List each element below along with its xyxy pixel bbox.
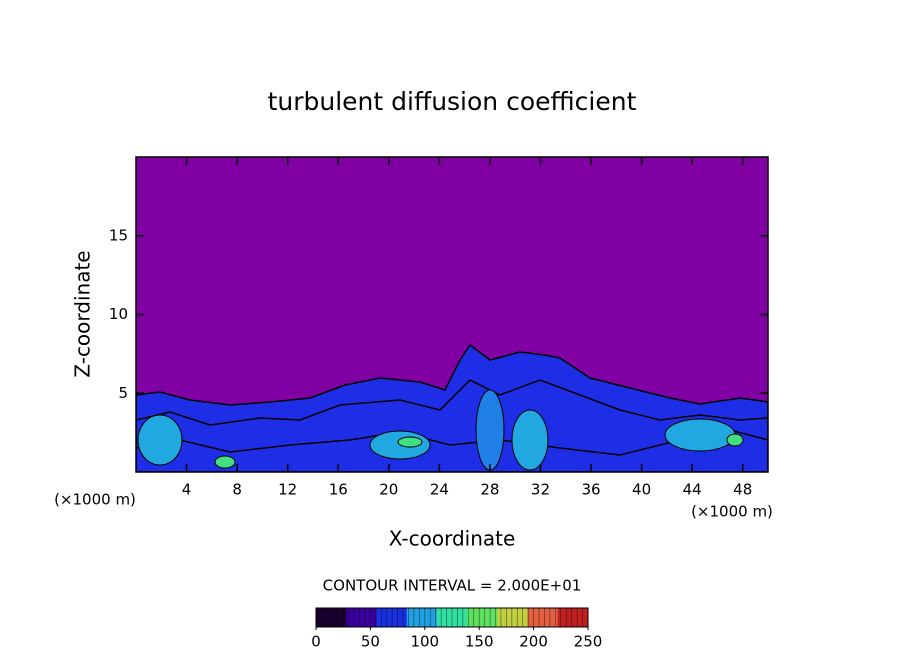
blob (726, 433, 744, 447)
colorbar-tick-label: 0 (311, 633, 321, 651)
x-unit-label: (×1000 m) (691, 503, 773, 521)
colorbar-segment (467, 608, 498, 627)
blob (137, 414, 183, 466)
colorbar-tick-label: 100 (410, 633, 439, 651)
x-tick-label: 12 (278, 481, 297, 499)
contour-line (136, 379, 768, 426)
x-unit-label: (×1000 m) (54, 491, 136, 509)
colorbar-tick-label: 150 (465, 633, 494, 651)
y-tick-label: 15 (109, 226, 128, 244)
x-tick-label: 44 (683, 481, 702, 499)
colorbar-segment (527, 608, 559, 627)
blob (214, 455, 236, 469)
x-tick-label: 20 (379, 481, 398, 499)
turbulent-region (136, 343, 768, 472)
colorbar-segment (316, 608, 347, 627)
colorbar-tick-label: 250 (574, 633, 603, 651)
x-tick-label: 16 (329, 481, 348, 499)
x-tick-label: 48 (733, 481, 752, 499)
x-tick-label: 40 (632, 481, 651, 499)
x-tick-label: 32 (531, 481, 550, 499)
blob (511, 409, 549, 471)
x-tick-label: 24 (430, 481, 449, 499)
colorbar-tick-label: 50 (361, 633, 380, 651)
blob (475, 389, 505, 471)
contour-interval: CONTOUR INTERVAL = 2.000E+01 (323, 577, 582, 595)
colorbar-tick-label: 200 (519, 633, 548, 651)
x-tick-label: 36 (581, 481, 600, 499)
blob (397, 436, 423, 448)
colorbar-segment (557, 608, 589, 627)
colorbar-segment (497, 608, 529, 627)
y-tick-label: 10 (109, 305, 128, 323)
chart-title: turbulent diffusion coefficient (268, 87, 637, 116)
blob (664, 418, 736, 452)
colorbar: 0 50 100 150 200 250 (311, 607, 603, 651)
field (136, 157, 768, 472)
colorbar-segment (346, 608, 377, 627)
x-axis-label: X-coordinate (389, 527, 516, 551)
y-axis-label: Z-coordinate (71, 250, 95, 377)
x-tick-label: 4 (182, 481, 192, 499)
y-tick-label: 5 (118, 384, 128, 402)
colorbar-segment (376, 608, 408, 627)
colorbar-frame (315, 607, 589, 628)
x-tick-label: 8 (232, 481, 242, 499)
colorbar-segment (406, 608, 438, 627)
x-tick-label: 28 (480, 481, 499, 499)
